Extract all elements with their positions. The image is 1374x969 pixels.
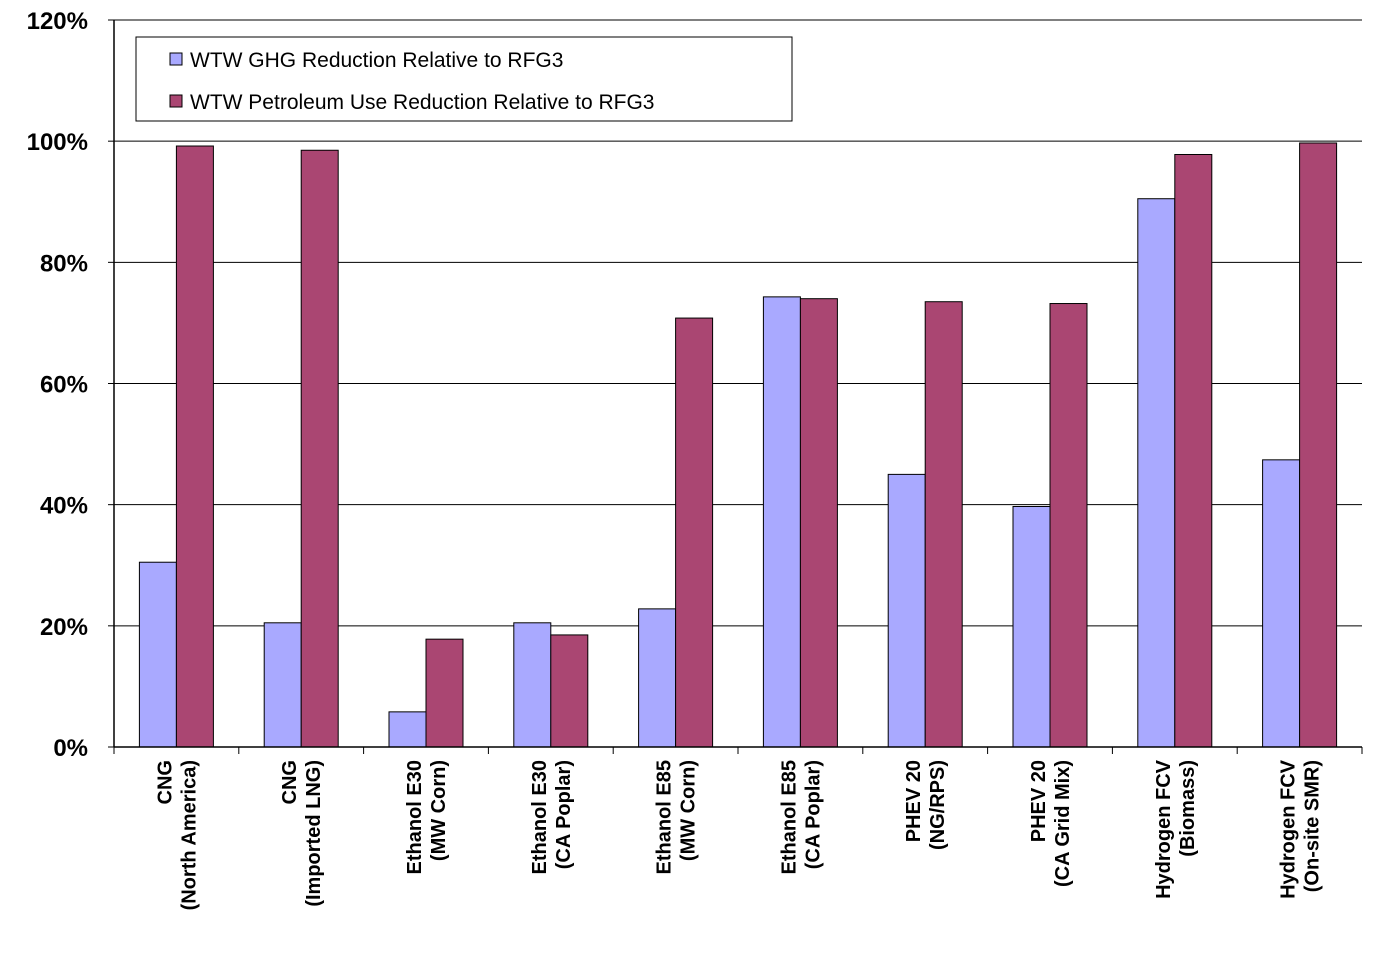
x-tick-label-2-line-0: Ethanol E30 — [404, 760, 426, 874]
x-tick-label-7-line-1: (CA Grid Mix) — [1052, 760, 1074, 887]
bar-ghg-9 — [1262, 459, 1301, 748]
bar-petroleum-5 — [799, 298, 838, 748]
bars — [138, 142, 1338, 748]
x-tick-labels: CNG (North America) CNG (Imported LNG) Ethan… — [154, 759, 1323, 910]
x-tick-label-5: Ethanol E85 (CA Poplar) — [778, 760, 824, 874]
x-tick-label-1-line-0: CNG — [279, 760, 301, 804]
x-tick-label-8-line-0: Hydrogen FCV — [1153, 759, 1175, 899]
bar-ghg-7 — [1012, 505, 1051, 748]
x-tick-label-0: CNG (North America) — [154, 760, 200, 910]
legend-swatch-petroleum — [169, 94, 183, 108]
bar-petroleum-0 — [175, 145, 214, 748]
bar-petroleum-7 — [1049, 303, 1088, 748]
bar-petroleum-1 — [300, 149, 339, 748]
bar-petroleum-3 — [550, 634, 589, 748]
y-tick-labels: 0% 20% 40% 60% 80% 100% 120% — [27, 8, 88, 762]
legend-label-petroleum: WTW Petroleum Use Reduction Relative to … — [190, 91, 654, 114]
legend: WTW GHG Reduction Relative to RFG3 WTW P… — [135, 36, 793, 122]
legend-swatch-ghg — [169, 52, 183, 66]
x-tick-label-7: PHEV 20 (CA Grid Mix) — [1028, 760, 1074, 887]
x-tick-label-0-line-0: CNG — [154, 760, 176, 804]
x-tick-label-4: Ethanol E85 (MW Corn) — [654, 760, 700, 874]
x-tick-label-9-line-1: (On-site SMR) — [1302, 760, 1324, 892]
x-tick-label-6-line-1: (NG/RPS) — [927, 760, 949, 850]
bar-ghg-1 — [263, 622, 302, 748]
x-tick-label-3: Ethanol E30 (CA Poplar) — [529, 760, 575, 874]
x-tick-label-1-line-1: (Imported LNG) — [303, 760, 325, 907]
bar-ghg-0 — [138, 561, 177, 748]
x-tick-label-8-line-1: (Biomass) — [1177, 760, 1199, 857]
bar-petroleum-4 — [675, 317, 714, 748]
y-tick-label-2: 40% — [40, 493, 88, 520]
x-tick-label-4-line-1: (MW Corn) — [678, 760, 700, 861]
x-tick-label-5-line-0: Ethanol E85 — [778, 760, 800, 874]
x-tick-label-6: PHEV 20 (NG/RPS) — [903, 760, 949, 850]
x-tick-label-9-line-0: Hydrogen FCV — [1278, 759, 1300, 899]
x-tick-label-4-line-0: Ethanol E85 — [654, 760, 676, 874]
bar-ghg-8 — [1137, 198, 1176, 748]
x-tick-label-7-line-0: PHEV 20 — [1028, 760, 1050, 842]
bar-ghg-4 — [638, 608, 677, 748]
bar-petroleum-2 — [425, 638, 464, 748]
x-tick-label-3-line-1: (CA Poplar) — [553, 760, 575, 869]
bar-petroleum-6 — [924, 301, 963, 748]
y-tick-label-4: 80% — [40, 250, 88, 277]
x-tick-label-9: Hydrogen FCV (On-site SMR) — [1278, 759, 1324, 899]
bar-ghg-6 — [887, 473, 926, 748]
x-tick-label-2: Ethanol E30 (MW Corn) — [404, 760, 450, 874]
x-tick-label-0-line-1: (North America) — [178, 760, 200, 910]
x-tick-label-2-line-1: (MW Corn) — [428, 760, 450, 861]
y-tick-label-6: 120% — [27, 8, 88, 35]
axes — [113, 20, 1363, 754]
x-tick-label-5-line-1: (CA Poplar) — [802, 760, 824, 869]
bar-ghg-5 — [762, 296, 801, 748]
y-tick-label-1: 20% — [40, 614, 88, 641]
x-tick-label-3-line-0: Ethanol E30 — [529, 760, 551, 874]
x-tick-label-1: CNG (Imported LNG) — [279, 760, 325, 907]
bar-ghg-2 — [388, 711, 427, 748]
bar-ghg-3 — [513, 622, 552, 748]
y-tick-label-5: 100% — [27, 129, 88, 156]
y-tick-label-3: 60% — [40, 372, 88, 399]
legend-label-ghg: WTW GHG Reduction Relative to RFG3 — [190, 49, 563, 72]
x-tick-label-6-line-0: PHEV 20 — [903, 760, 925, 842]
x-tick-label-8: Hydrogen FCV (Biomass) — [1153, 759, 1199, 899]
bar-petroleum-9 — [1299, 142, 1338, 748]
bar-petroleum-8 — [1174, 153, 1213, 748]
y-tick-label-0: 0% — [53, 735, 88, 762]
legend-box — [135, 36, 793, 122]
